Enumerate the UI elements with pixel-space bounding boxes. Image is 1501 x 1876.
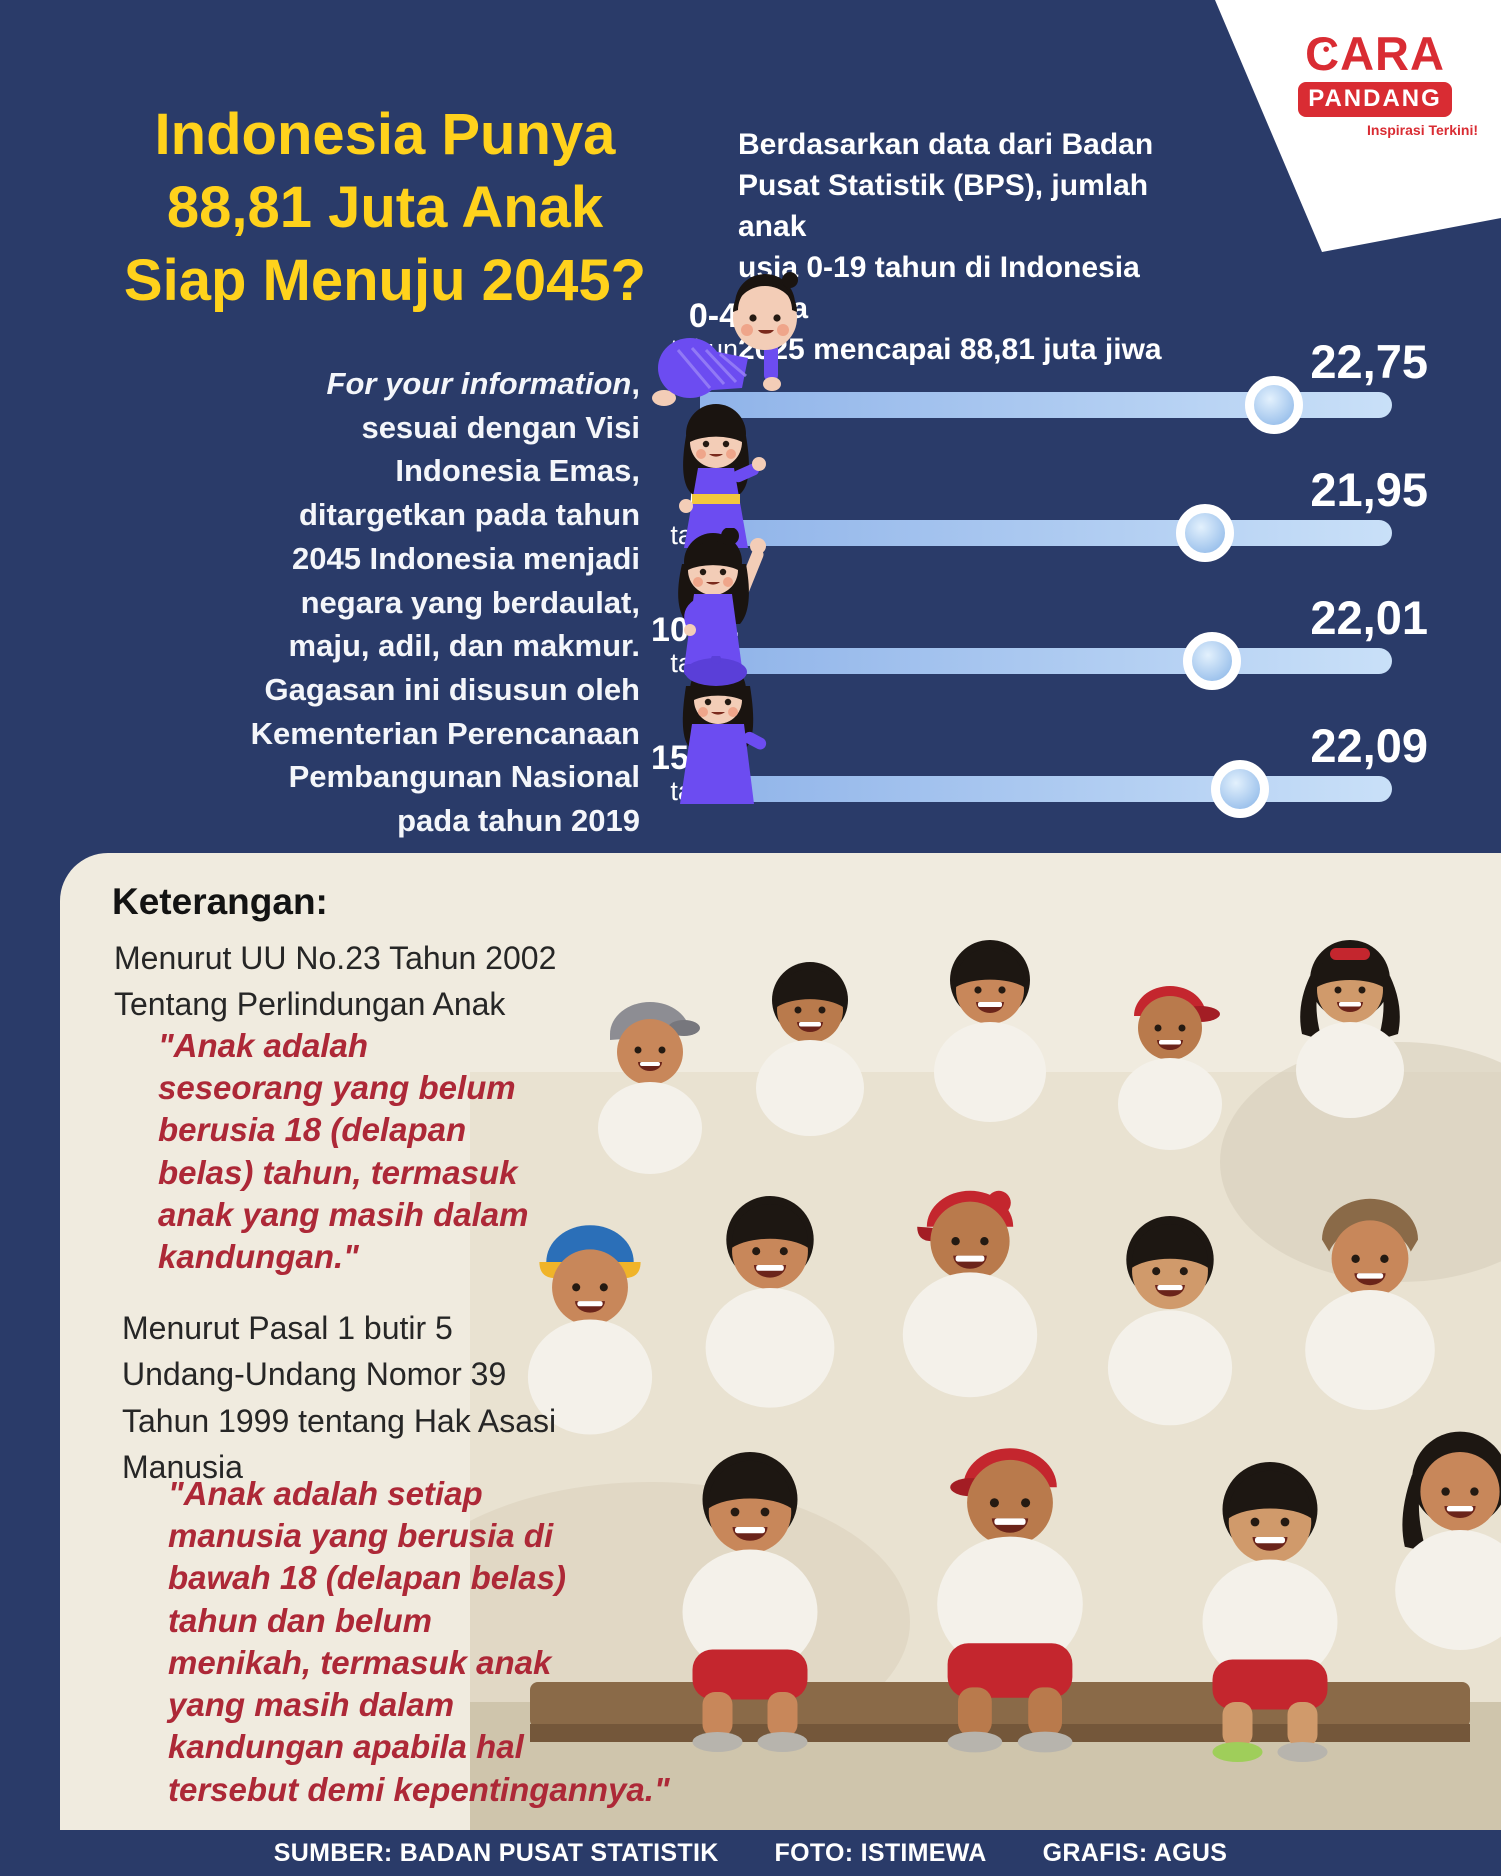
bar-value: 22,09 [1310,719,1428,772]
brand-logo: CARA PANDANG Inspirasi Terkini! [1272,30,1478,138]
keterangan-heading: Keterangan: [112,881,328,922]
bar-track [700,760,1392,818]
chart-row-15-19: 15-19 tahun 22,09 [560,652,1440,818]
bar-value: 22,75 [1310,335,1428,388]
chart-row-0-4: 0-4 tahun [560,268,1440,434]
keterangan-ref-uu23: Menurut UU No.23 Tahun 2002 Tentang Perl… [114,940,557,1023]
age-range: 0-4 [688,297,738,335]
keterangan-panel: Keterangan: Menurut UU No.23 Tahun 2002 … [60,853,1501,1876]
bar-value: 21,95 [1310,463,1428,516]
page-title: Indonesia Punya 88,81 Juta Anak Siap Men… [123,102,647,314]
bar-track [700,376,1392,434]
bar-track [700,504,1392,562]
credit-photo: FOTO: ISTIMEWA [774,1838,987,1867]
fyi-rest: , sesuai dengan Visi Indonesia Emas, dit… [250,366,640,839]
fyi-lead-italic: For your information [326,366,632,401]
keterangan-quote-uu23: "Anak adalah seseorang yang belum berusi… [158,1027,529,1276]
intro-total-value: 88,81 [959,333,1035,367]
slider-handle-icon [1210,760,1269,818]
brand-logo-wordmark: CARA [1272,30,1478,77]
brand-logo-wordmark-rest: ARA [1340,27,1445,80]
keterangan-ref-uu39: Menurut Pasal 1 butir 5 Undang-Undang No… [122,1310,557,1486]
intro-paragraph: Berdasarkan data dari Badan Pusat Statis… [738,124,1218,371]
slider-handle-icon [1245,376,1304,434]
keterangan-quote-uu39: "Anak adalah setiap manusia yang berusia… [168,1475,670,1808]
slider-handle-icon [1183,632,1242,690]
bar-track [700,632,1392,690]
credits-bar: SUMBER: BADAN PUSAT STATISTIK FOTO: ISTI… [0,1830,1501,1876]
slider-handle-icon [1176,504,1235,562]
chart-row-10-14: 10-14 tahun 22,01 [560,524,1440,690]
children-photo [470,862,1501,1830]
intro-text-post: juta jiwa [1034,333,1162,367]
credit-graphic: GRAFIS: AGUS [1042,1838,1228,1867]
brand-logo-band: PANDANG [1298,82,1452,117]
character-baby-crawling-icon [644,272,822,422]
fyi-paragraph: For your information, sesuai dengan Visi… [215,362,640,843]
bar-value: 22,01 [1310,591,1428,644]
character-teen-beret-icon [652,656,782,806]
character-girl-waving-icon [654,528,780,678]
logo-c-face-icon: C [1305,27,1341,80]
brand-tagline: Inspirasi Terkini! [1367,122,1478,138]
credit-source: SUMBER: BADAN PUSAT STATISTIK [273,1838,719,1867]
